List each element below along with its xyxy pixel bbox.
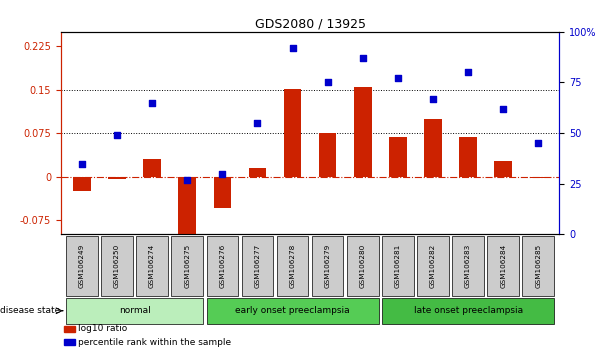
Text: GSM106281: GSM106281 [395,244,401,288]
Text: GSM106275: GSM106275 [184,244,190,288]
Point [463,69,473,75]
Text: percentile rank within the sample: percentile rank within the sample [78,338,232,347]
Bar [530,177,547,178]
Bar [452,236,484,296]
Text: early onset preeclampsia: early onset preeclampsia [235,306,350,315]
Bar [389,137,407,177]
Bar [108,177,126,179]
Point [323,80,333,85]
Bar [64,339,75,346]
Point [77,161,87,166]
Bar [522,236,554,296]
Bar [101,236,133,296]
Point [358,55,368,61]
Bar [241,236,273,296]
Text: GSM106283: GSM106283 [465,244,471,288]
Bar [347,236,379,296]
Title: GDS2080 / 13925: GDS2080 / 13925 [255,18,365,31]
Text: GSM106278: GSM106278 [289,244,295,288]
Bar [459,137,477,177]
Bar [488,236,519,296]
Point [112,132,122,138]
Bar [424,119,442,177]
Bar [277,236,308,296]
Bar [143,159,161,177]
Bar [136,236,168,296]
Text: normal: normal [119,306,150,315]
Point [428,96,438,102]
Point [252,120,262,126]
Bar [284,88,302,177]
Bar [319,133,336,177]
Text: GSM106249: GSM106249 [79,244,85,288]
Point [182,177,192,183]
Text: GSM106250: GSM106250 [114,244,120,288]
Text: late onset preeclampsia: late onset preeclampsia [413,306,523,315]
Text: GSM106284: GSM106284 [500,244,506,288]
Point [218,171,227,177]
Bar [382,298,554,324]
Bar [171,236,203,296]
Bar [64,326,75,332]
Text: GSM106276: GSM106276 [219,244,226,288]
Bar [207,236,238,296]
Text: GSM106277: GSM106277 [254,244,260,288]
Text: GSM106274: GSM106274 [149,244,155,288]
Text: log10 ratio: log10 ratio [78,324,128,333]
Bar [66,236,98,296]
Point [499,106,508,112]
Text: disease state: disease state [0,306,60,315]
Point [393,76,402,81]
Bar [249,168,266,177]
Bar [178,177,196,234]
Point [533,141,543,146]
Bar [213,177,231,209]
Bar [417,236,449,296]
Bar [207,298,379,324]
Point [288,45,297,51]
Text: GSM106282: GSM106282 [430,244,436,288]
Bar [354,87,371,177]
Text: GSM106280: GSM106280 [360,244,366,288]
Text: GSM106279: GSM106279 [325,244,331,288]
Text: GSM106285: GSM106285 [535,244,541,288]
Bar [494,161,512,177]
Point [147,100,157,105]
Bar [73,177,91,191]
Bar [312,236,344,296]
Bar [382,236,413,296]
Bar [66,298,203,324]
